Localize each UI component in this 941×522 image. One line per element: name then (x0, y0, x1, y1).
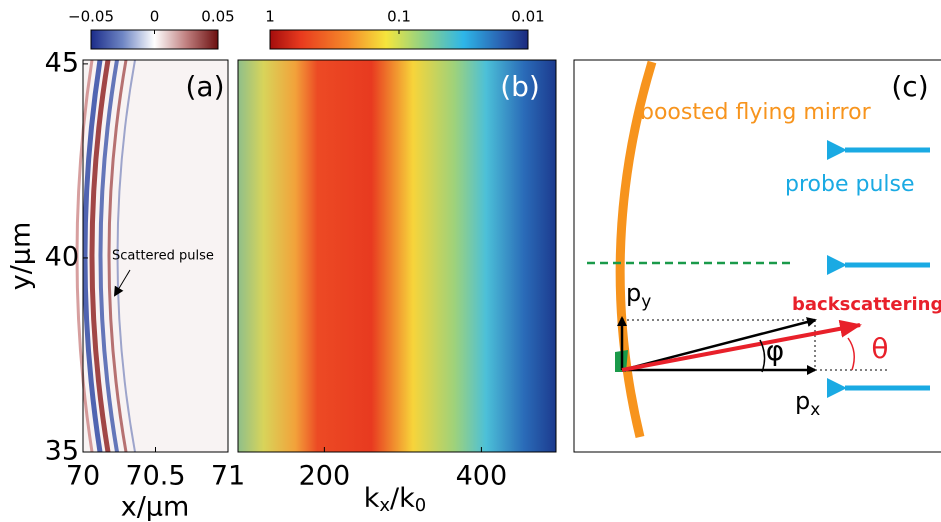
x-axis-label-part: 0 (415, 495, 426, 516)
phi-label: φ (766, 334, 784, 367)
colorbar-tick-label: 0.01 (511, 8, 544, 26)
colorbar-tick-label: 1 (265, 8, 275, 26)
py-label: py (626, 279, 651, 312)
px-sub: x (810, 400, 820, 420)
x-axis-label: x/μm (121, 492, 190, 522)
x-axis-label-part: k (364, 483, 380, 514)
x-axis-label: kx/k0 (364, 483, 426, 517)
colorbar-tick-label: −0.05 (68, 8, 114, 26)
x-tick-label: 400 (456, 461, 508, 492)
panel-label: (a) (185, 70, 224, 103)
colorbar-tick-label: 0.05 (201, 8, 234, 26)
x-tick-label: 70 (66, 461, 100, 492)
px-label: px (795, 387, 820, 420)
x-tick-label: 71 (211, 461, 245, 492)
y-tick-label: 40 (45, 241, 79, 272)
diagram-c (573, 59, 941, 453)
labels: 70 70.5 71 35 40 45 x/μm y/μm (a) Scattered pulse… (6, 8, 941, 522)
py-sub: y (641, 292, 651, 312)
panel-label: (b) (500, 70, 540, 103)
map-a (75, 59, 229, 453)
y-tick-label: 35 (45, 436, 79, 467)
backscattering-label: backscattering (792, 294, 941, 315)
x-tick-label: 70.5 (125, 461, 185, 492)
annotation-arrow (113, 269, 131, 297)
x-axis-label-part: x (379, 495, 390, 516)
x-tick-label: 200 (299, 461, 351, 492)
py-base: p (626, 279, 641, 307)
y-tick-label: 45 (45, 47, 79, 78)
y-axis-label: y/μm (6, 222, 37, 291)
theta-label: θ (871, 332, 888, 365)
x-axis-label-part: /k (390, 483, 415, 514)
annotation: Scattered pulse (112, 249, 214, 264)
colorbar-tick-label: 0.1 (387, 8, 411, 26)
panel-label: (c) (891, 70, 928, 103)
colorbar-tick-label: 0 (150, 8, 160, 26)
map-b (237, 59, 557, 453)
probe-label: probe pulse (785, 172, 915, 197)
px-base: p (795, 387, 810, 415)
mirror-label: boosted flying mirror (640, 100, 872, 125)
